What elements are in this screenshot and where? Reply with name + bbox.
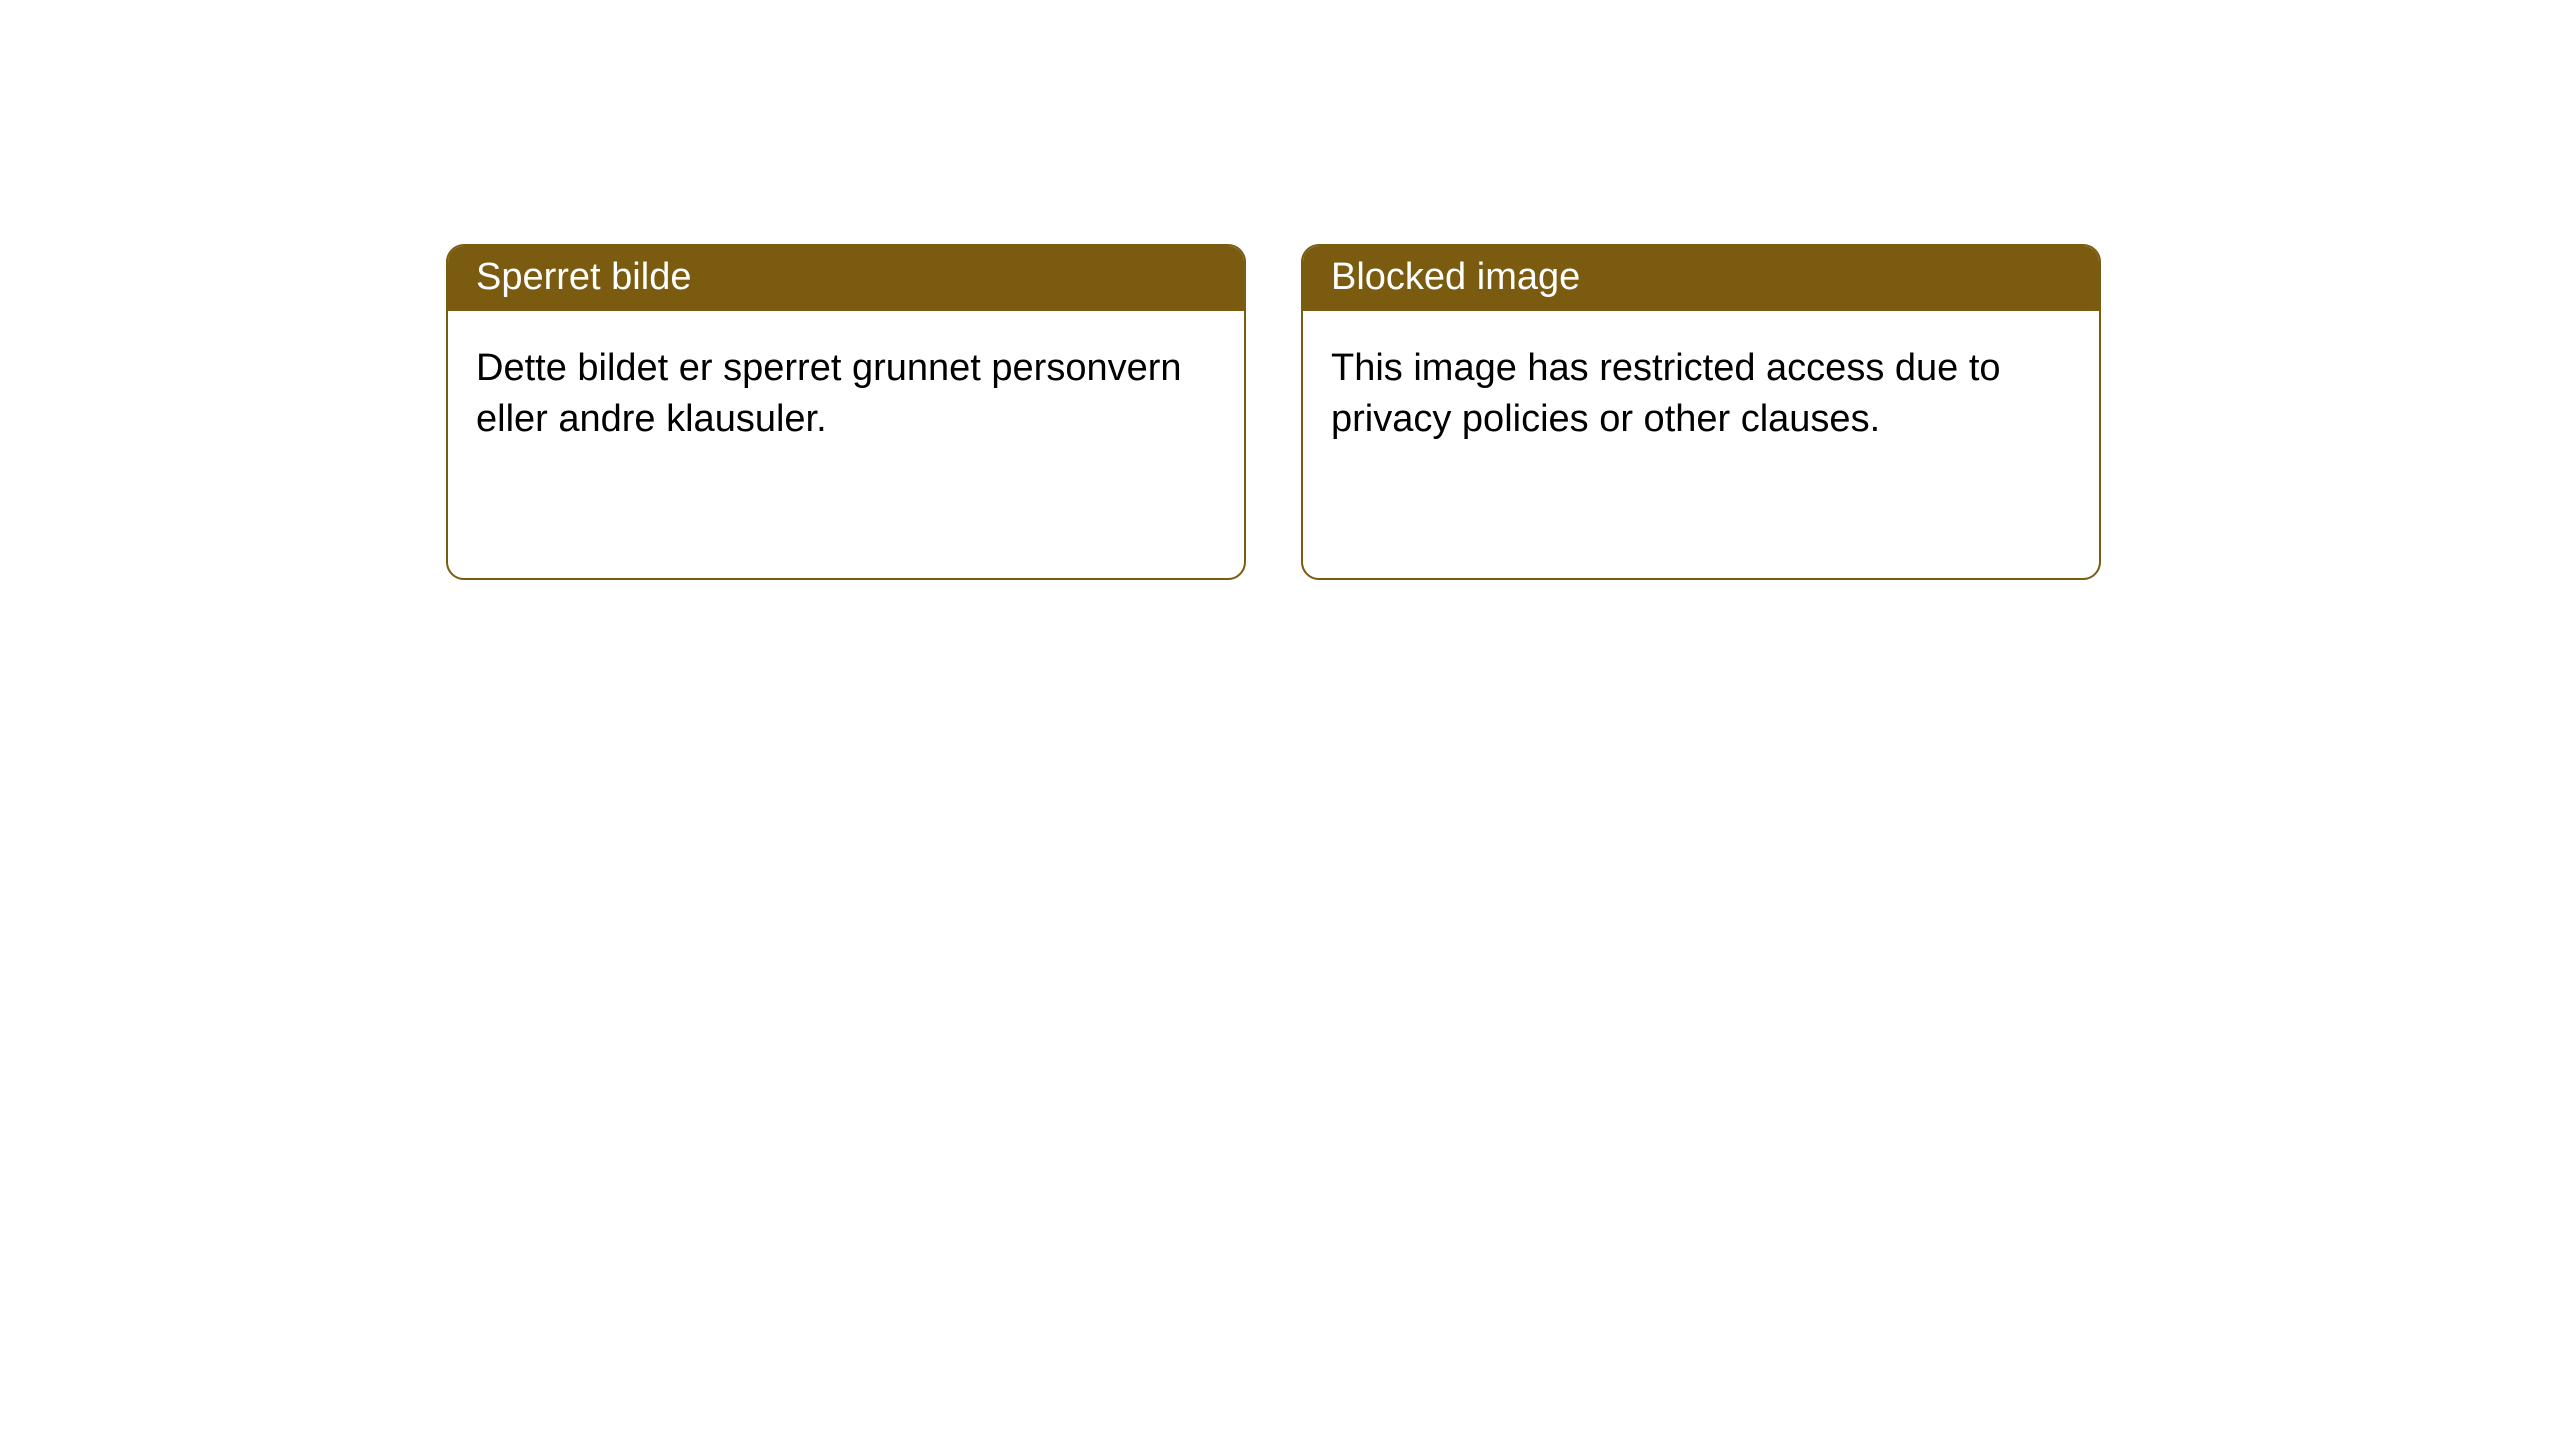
notice-body: This image has restricted access due to …	[1303, 311, 2099, 478]
notice-title: Blocked image	[1303, 246, 2099, 311]
notice-container: Sperret bilde Dette bildet er sperret gr…	[0, 0, 2560, 580]
notice-card-norwegian: Sperret bilde Dette bildet er sperret gr…	[446, 244, 1246, 580]
notice-title: Sperret bilde	[448, 246, 1244, 311]
notice-body: Dette bildet er sperret grunnet personve…	[448, 311, 1244, 478]
notice-card-english: Blocked image This image has restricted …	[1301, 244, 2101, 580]
